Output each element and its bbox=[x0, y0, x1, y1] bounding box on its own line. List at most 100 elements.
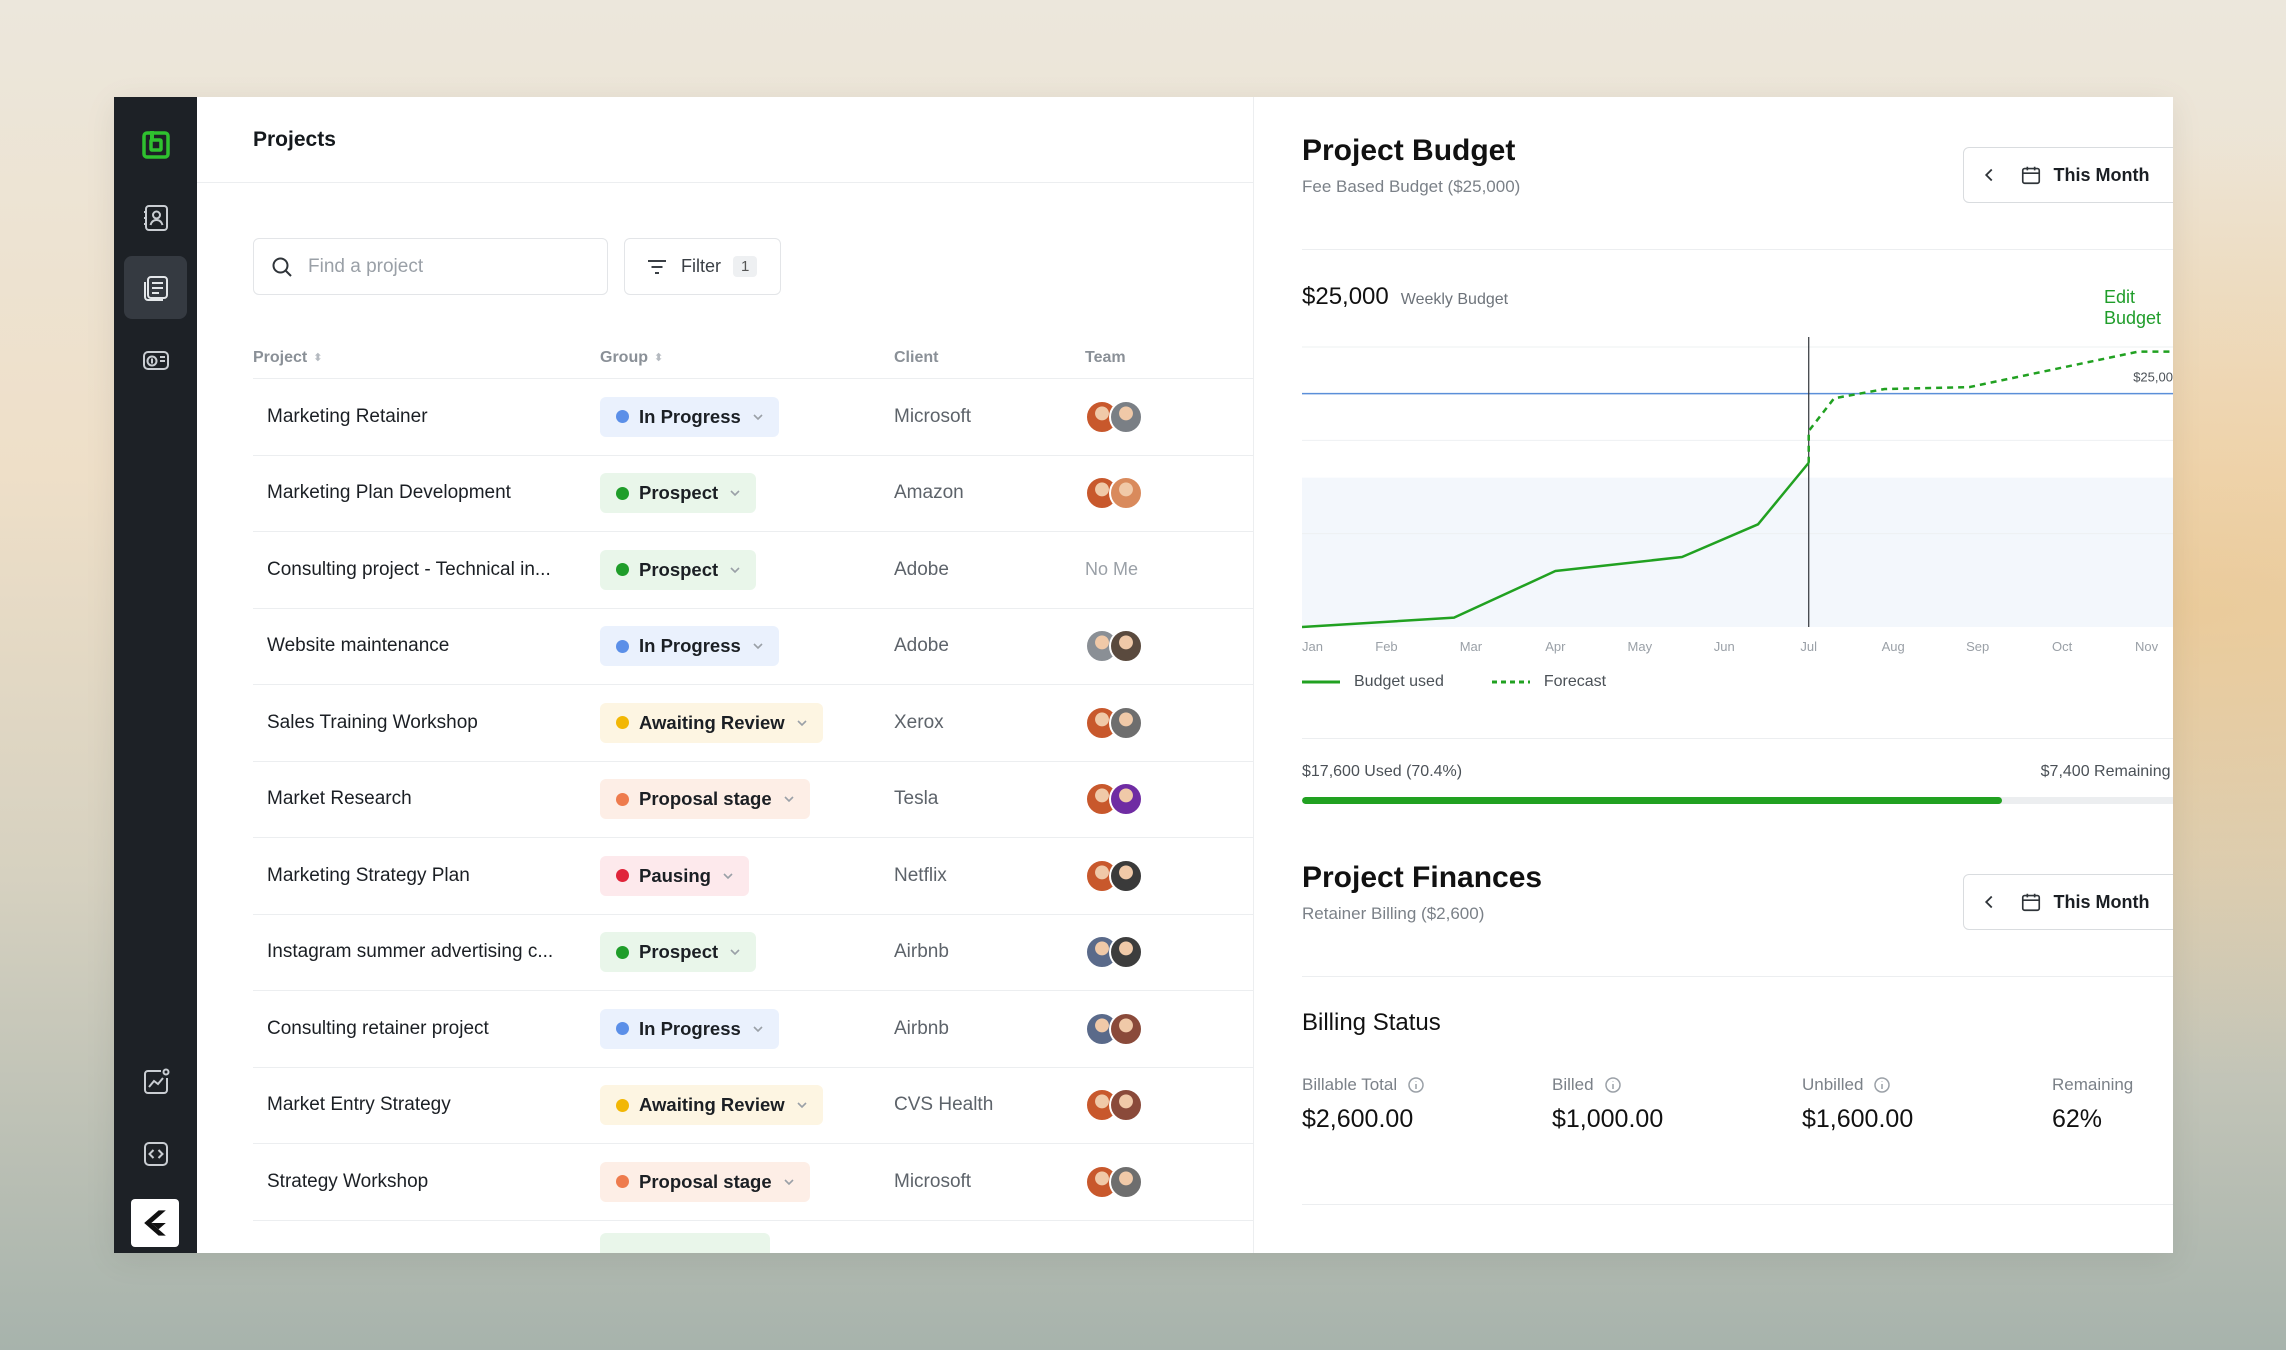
contacts-icon[interactable] bbox=[124, 186, 187, 249]
billing-stat-value: $1,000.00 bbox=[1552, 1105, 1664, 1133]
project-name[interactable]: Consulting project - Technical in... bbox=[267, 558, 551, 580]
brand-icon[interactable] bbox=[131, 1199, 179, 1247]
project-name[interactable]: Market Research bbox=[267, 788, 412, 810]
project-name[interactable]: Sales Training Workshop bbox=[267, 711, 478, 733]
client-name: Adobe bbox=[894, 635, 949, 657]
info-icon[interactable] bbox=[1604, 1076, 1622, 1094]
table-row[interactable]: Marketing Plan Development Prospect Amazon bbox=[253, 456, 1254, 532]
project-name[interactable]: Market Entry Strategy bbox=[267, 1094, 451, 1116]
budget-used-line bbox=[1302, 461, 1810, 629]
billing-stat-label: Billed bbox=[1552, 1075, 1802, 1095]
table-row[interactable]: Sales Training Workshop Awaiting Review Xe… bbox=[253, 685, 1254, 762]
avatar bbox=[1109, 629, 1143, 664]
table-row[interactable]: Consulting project - Technical in... Pros… bbox=[253, 532, 1254, 609]
project-name[interactable]: Instagram summer advertising c... bbox=[267, 941, 554, 963]
client-name: Amazon bbox=[894, 482, 964, 504]
project-name[interactable]: Marketing Plan Development bbox=[267, 482, 511, 504]
team-avatars bbox=[1085, 1011, 1254, 1046]
status-pill[interactable]: Proposal stage bbox=[600, 779, 810, 820]
column-project[interactable]: Project ⬍ bbox=[253, 349, 600, 367]
sort-icon: ⬍ bbox=[654, 352, 664, 364]
chevron-down-icon bbox=[753, 643, 763, 650]
filter-button[interactable]: Filter 1 bbox=[624, 238, 781, 295]
info-icon[interactable] bbox=[1407, 1076, 1425, 1094]
projects-icon[interactable] bbox=[124, 256, 187, 319]
project-name[interactable]: Website maintenance bbox=[267, 635, 450, 657]
status-pill[interactable]: Prospect bbox=[600, 932, 757, 973]
x-tick-label: Jun bbox=[1714, 639, 1735, 654]
status-label: Proposal stage bbox=[639, 1170, 772, 1192]
page-title: Projects bbox=[253, 127, 336, 151]
group-cell: Awaiting Review bbox=[600, 1085, 894, 1126]
column-group[interactable]: Group ⬍ bbox=[600, 349, 894, 367]
info-icon[interactable] bbox=[1873, 1076, 1891, 1094]
status-label: Proposal stage bbox=[639, 788, 772, 810]
table-row[interactable]: Strategy Workshop Proposal stage Microsoft bbox=[253, 1144, 1254, 1221]
legend-solid-line bbox=[1302, 680, 1340, 684]
avatar bbox=[1109, 858, 1143, 893]
table-row[interactable]: Instagram summer advertising c... Prospec… bbox=[253, 915, 1254, 991]
table-row[interactable]: Market Entry Strategy Awaiting Review CVS … bbox=[253, 1068, 1254, 1144]
table-row[interactable]: Marketing Strategy Plan Pausing Netflix bbox=[253, 838, 1254, 915]
budget-icon[interactable] bbox=[124, 328, 187, 391]
edit-budget-link[interactable]: Edit Budget bbox=[2104, 287, 2162, 328]
budget-progress-fill bbox=[1302, 797, 2003, 804]
project-name[interactable]: Strategy Workshop bbox=[267, 1170, 429, 1192]
project-name[interactable]: Marketing Retainer bbox=[267, 405, 428, 427]
status-pill[interactable]: Awaiting Review bbox=[600, 1085, 823, 1126]
x-tick-label: May bbox=[1628, 639, 1653, 654]
chevron-right-icon[interactable] bbox=[2169, 164, 2173, 186]
client-name: Microsoft bbox=[894, 1170, 972, 1192]
status-pill[interactable]: Prospect bbox=[600, 549, 757, 590]
legend-dashed-line bbox=[1491, 680, 1530, 684]
budget-title: Project Budget bbox=[1302, 134, 1516, 167]
team-avatars bbox=[1085, 1088, 1254, 1123]
status-pill[interactable]: In Progress bbox=[600, 396, 779, 437]
forecast-line bbox=[1807, 350, 2173, 463]
status-pill[interactable]: In Progress bbox=[600, 626, 779, 667]
project-name[interactable]: Consulting retainer project bbox=[267, 1017, 489, 1039]
filter-count-badge: 1 bbox=[733, 256, 758, 277]
table-row[interactable]: Marketing Retainer In Progress Microsoft bbox=[253, 379, 1254, 456]
status-pill[interactable]: In Progress bbox=[600, 1008, 779, 1049]
status-label: Awaiting Review bbox=[639, 1094, 785, 1116]
billing-stat-label-text: Remaining bbox=[2052, 1075, 2134, 1094]
chevron-down-icon bbox=[797, 720, 807, 726]
reports-icon[interactable] bbox=[124, 1050, 187, 1113]
status-dot bbox=[616, 1175, 629, 1189]
chevron-right-icon[interactable] bbox=[2169, 891, 2173, 913]
billing-stat-label-text: Billable Total bbox=[1302, 1075, 1398, 1094]
team-cell bbox=[1085, 399, 1254, 434]
chart-legend: Budget used Forecast bbox=[1302, 673, 1606, 691]
team-avatars bbox=[1085, 1164, 1254, 1199]
status-pill[interactable]: Prospect bbox=[600, 473, 757, 514]
month-selector[interactable]: This Month bbox=[2020, 891, 2149, 913]
status-label: Prospect bbox=[639, 941, 719, 963]
search-input[interactable]: Find a project bbox=[253, 238, 608, 295]
x-tick-label: Oct bbox=[2052, 639, 2073, 654]
chevron-left-icon[interactable] bbox=[1978, 891, 2000, 913]
team-avatars bbox=[1085, 705, 1254, 740]
table-row[interactable]: Consulting retainer project In Progress Ai… bbox=[253, 991, 1254, 1068]
table-row[interactable]: Market Research Proposal stage Tesla bbox=[253, 762, 1254, 838]
column-client: Client bbox=[894, 349, 1085, 367]
team-cell bbox=[1085, 858, 1254, 893]
logo-icon[interactable] bbox=[124, 113, 187, 176]
status-pill[interactable]: Awaiting Review bbox=[600, 702, 823, 743]
status-dot bbox=[616, 792, 629, 806]
team-avatars bbox=[1085, 935, 1254, 970]
app-window: Projects Find a project Filter 1 Project… bbox=[114, 97, 2173, 1253]
client-name: Xerox bbox=[894, 711, 944, 733]
team-avatars bbox=[1085, 858, 1254, 893]
group-cell: Prospect bbox=[600, 549, 894, 590]
project-name[interactable]: Marketing Strategy Plan bbox=[267, 864, 470, 886]
chevron-down-icon bbox=[730, 490, 740, 497]
status-pill[interactable]: Pausing bbox=[600, 855, 749, 896]
status-pill[interactable]: Proposal stage bbox=[600, 1161, 810, 1202]
month-selector[interactable]: This Month bbox=[2020, 164, 2149, 186]
avatar bbox=[1109, 1164, 1143, 1199]
table-row[interactable]: Website maintenance In Progress Adobe bbox=[253, 609, 1254, 685]
integrations-icon[interactable] bbox=[124, 1122, 187, 1185]
chevron-left-icon[interactable] bbox=[1978, 164, 2000, 186]
status-dot bbox=[616, 869, 629, 883]
